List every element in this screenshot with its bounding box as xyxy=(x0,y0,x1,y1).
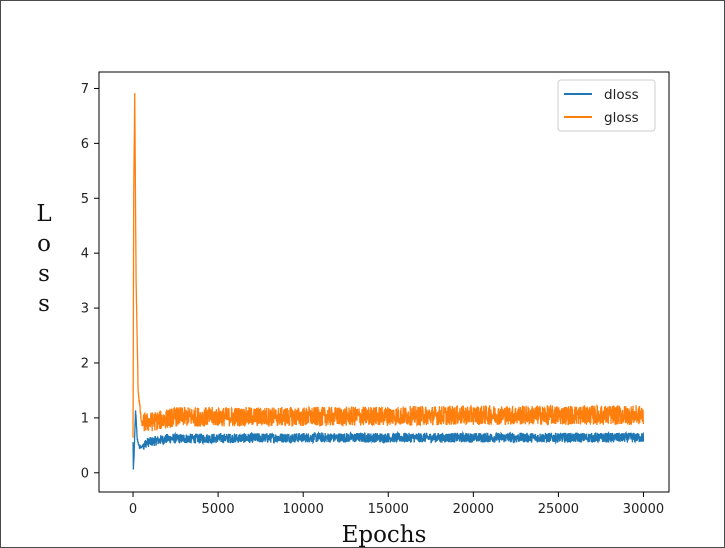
y-tick-label: 4 xyxy=(81,247,89,262)
x-tick-label: 25000 xyxy=(538,502,579,517)
y-tick-label: 3 xyxy=(81,302,89,317)
y-tick-label: 6 xyxy=(81,137,89,152)
plot-area-border xyxy=(98,71,670,493)
y-tick-label: 5 xyxy=(81,192,89,207)
legend: dloss gloss xyxy=(557,79,656,132)
x-tick-label: 30000 xyxy=(623,502,664,517)
x-tick-label: 20000 xyxy=(453,502,494,517)
series-layer xyxy=(132,93,645,470)
x-tick-label: 15000 xyxy=(368,502,409,517)
x-axis-ticks: 0 5000 10000 15000 20000 25000 30000 xyxy=(129,492,664,517)
x-tick-label: 5000 xyxy=(202,502,235,517)
legend-label-dloss: dloss xyxy=(604,87,639,103)
y-axis-title-letter: o xyxy=(37,231,51,257)
y-tick-label: 7 xyxy=(81,82,89,97)
x-tick-label: 0 xyxy=(129,502,137,517)
y-tick-label: 2 xyxy=(81,356,89,371)
y-axis-title-letter: L xyxy=(36,201,51,227)
x-axis-title: Epochs xyxy=(342,522,427,547)
legend-label-gloss: gloss xyxy=(604,110,639,126)
legend-box xyxy=(557,79,656,132)
series-line-gloss xyxy=(132,93,645,438)
x-tick-label: 10000 xyxy=(282,502,323,517)
y-tick-label: 1 xyxy=(81,411,89,426)
y-axis-ticks: 0 1 2 3 4 5 6 7 xyxy=(81,82,99,481)
series-line-dloss xyxy=(132,410,645,470)
y-axis-title-letter: s xyxy=(38,261,50,287)
y-tick-label: 0 xyxy=(81,466,89,481)
y-axis-title-letter: s xyxy=(38,291,50,317)
